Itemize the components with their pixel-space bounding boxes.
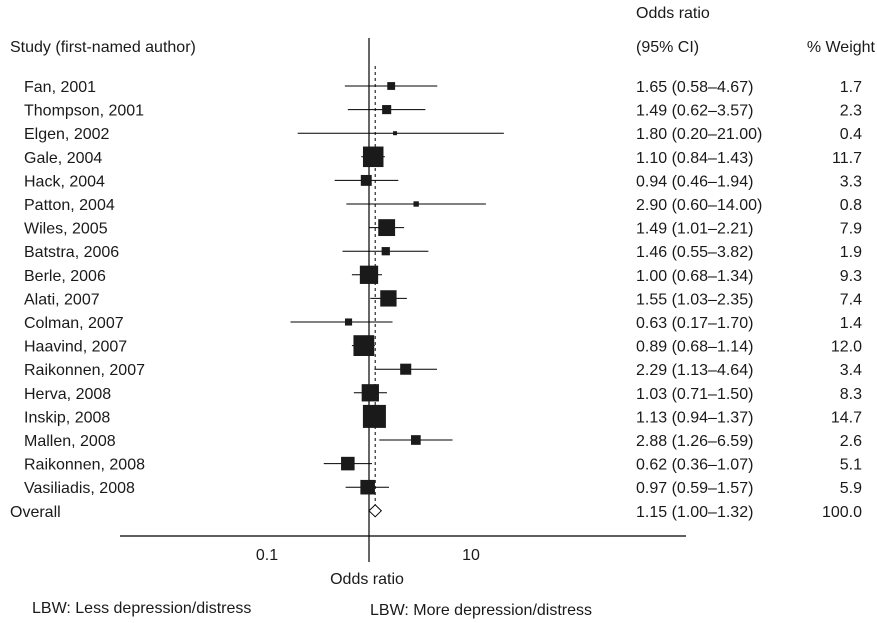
overall-weight-value: 100.0 [822,504,862,521]
study-label: Alati, 2007 [24,291,100,308]
weight-value: 3.3 [840,173,862,190]
header-or-line2: (95% CI) [636,39,699,56]
odds-ratio-ci-value: 0.94 (0.46–1.94) [636,173,753,190]
odds-ratio-ci-value: 0.97 (0.59–1.57) [636,480,753,497]
point-estimate-square [341,456,355,471]
odds-ratio-ci-value: 2.29 (1.13–4.64) [636,362,753,379]
x-axis-title: Odds ratio [330,571,404,588]
odds-ratio-ci-value: 0.89 (0.68–1.14) [636,339,753,356]
point-estimate-square [360,174,372,186]
chart-marks: Fan, 2001 1.65 (0.58–4.67) 1.7 Thompson, 20… [10,38,862,564]
weight-value: 1.9 [840,244,862,261]
study-label: Elgen, 2002 [24,126,110,143]
odds-ratio-ci-value: 2.90 (0.60–14.00) [636,197,762,214]
study-label: Gale, 2004 [24,150,102,167]
weight-value: 5.1 [840,457,862,474]
odds-ratio-ci-value: 1.65 (0.58–4.67) [636,79,753,96]
study-label: Fan, 2001 [24,79,96,96]
point-estimate-square [362,146,384,168]
weight-value: 2.6 [840,433,862,450]
x-tick-label: 10 [462,547,480,564]
overall-label: Overall [10,504,61,521]
footer-left-label: LBW: Less depression/distress [32,600,251,617]
point-estimate-square [344,318,353,326]
point-estimate-square [353,335,375,356]
point-estimate-square [411,435,421,445]
study-label: Wiles, 2005 [24,221,108,238]
odds-ratio-ci-value: 0.63 (0.17–1.70) [636,315,753,332]
point-estimate-square [413,201,419,207]
header-or-line1: Odds ratio [636,5,710,22]
weight-value: 7.4 [840,291,862,308]
point-estimate-square [382,105,392,115]
point-estimate-square [362,404,386,428]
odds-ratio-ci-value: 1.00 (0.68–1.34) [636,268,753,285]
point-estimate-square [387,82,396,90]
point-estimate-square [359,265,379,284]
odds-ratio-ci-value: 1.10 (0.84–1.43) [636,150,753,167]
study-label: Mallen, 2008 [24,433,116,450]
study-label: Berle, 2006 [24,268,106,285]
point-estimate-square [380,290,397,307]
weight-value: 7.9 [840,221,862,238]
footer-right-label: LBW: More depression/distress [370,602,592,619]
weight-value: 14.7 [831,409,862,426]
point-estimate-square [400,363,412,375]
header-weight: % Weight [807,39,876,56]
x-tick-label: 0.1 [256,547,278,564]
study-label: Vasiliadis, 2008 [24,480,135,497]
point-estimate-square [361,384,379,402]
study-label: Raikonnen, 2008 [24,457,145,474]
weight-value: 8.3 [840,386,862,403]
study-label: Colman, 2007 [24,315,124,332]
point-estimate-square [393,131,398,136]
weight-value: 1.7 [840,79,862,96]
study-label: Thompson, 2001 [24,103,144,120]
weight-value: 2.3 [840,103,862,120]
odds-ratio-ci-value: 1.80 (0.20–21.00) [636,126,762,143]
header-study: Study (first-named author) [10,39,196,56]
weight-value: 1.4 [840,315,862,332]
odds-ratio-ci-value: 2.88 (1.26–6.59) [636,433,753,450]
odds-ratio-ci-value: 1.49 (1.01–2.21) [636,221,753,238]
odds-ratio-ci-value: 1.55 (1.03–2.35) [636,291,753,308]
weight-value: 3.4 [840,362,862,379]
study-label: Patton, 2004 [24,197,115,214]
odds-ratio-ci-value: 1.03 (0.71–1.50) [636,386,753,403]
odds-ratio-ci-value: 0.62 (0.36–1.07) [636,457,753,474]
study-label: Haavind, 2007 [24,339,127,356]
odds-ratio-ci-value: 1.46 (0.55–3.82) [636,244,753,261]
overall-diamond [368,504,383,518]
point-estimate-square [381,247,390,256]
overall-odds-ratio-ci-value: 1.15 (1.00–1.32) [636,504,753,521]
odds-ratio-ci-value: 1.13 (0.94–1.37) [636,409,753,426]
point-estimate-square [360,479,375,495]
study-label: Herva, 2008 [24,386,111,403]
study-label: Raikonnen, 2007 [24,362,145,379]
study-label: Batstra, 2006 [24,244,119,261]
weight-value: 12.0 [831,339,862,356]
weight-value: 9.3 [840,268,862,285]
weight-value: 0.4 [840,126,862,143]
weight-value: 0.8 [840,197,862,214]
study-label: Inskip, 2008 [24,409,110,426]
weight-value: 11.7 [832,150,862,167]
point-estimate-square [378,219,396,237]
weight-value: 5.9 [840,480,862,497]
odds-ratio-ci-value: 1.49 (0.62–3.57) [636,103,753,120]
study-label: Hack, 2004 [24,173,105,190]
